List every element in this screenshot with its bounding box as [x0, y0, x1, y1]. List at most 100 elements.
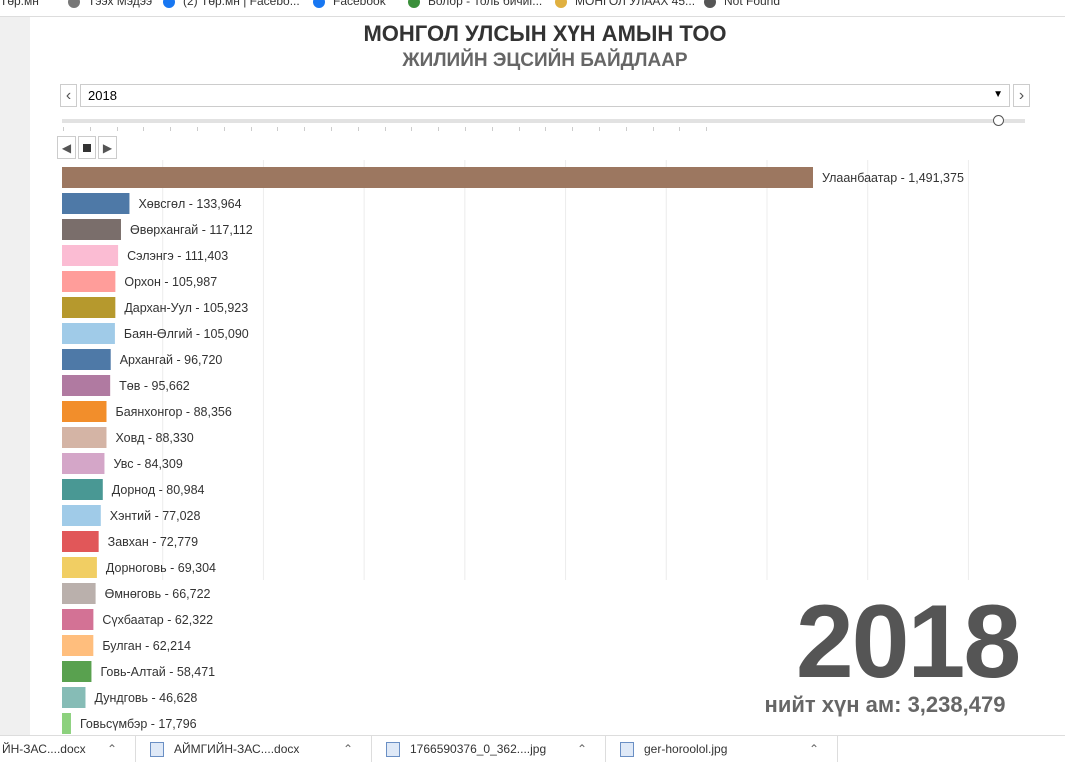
bar-label: Завхан - 72,779 — [108, 535, 198, 549]
bar-label: Дорноговь - 69,304 — [106, 561, 216, 575]
bar[interactable] — [62, 271, 116, 292]
bar[interactable] — [62, 193, 130, 214]
chevron-up-icon[interactable]: ⌃ — [808, 742, 819, 756]
step-back-button[interactable]: ◀ — [57, 136, 76, 159]
year-slider-track[interactable] — [62, 119, 1025, 123]
slider-tick — [63, 127, 64, 131]
bar-label: Төв - 95,662 — [119, 379, 190, 393]
bar[interactable] — [62, 167, 813, 188]
bar[interactable] — [62, 375, 111, 396]
bar[interactable] — [62, 453, 105, 474]
bar[interactable] — [62, 427, 107, 448]
slider-tick — [545, 127, 547, 131]
bar-label: Өмнөговь - 66,722 — [105, 587, 211, 601]
bar[interactable] — [62, 531, 99, 552]
stop-button[interactable] — [78, 136, 96, 159]
caret-down-icon: ▼ — [993, 89, 1003, 100]
bar-label: Дундговь - 46,628 — [94, 691, 197, 705]
bar-label: Өвөрхангай - 117,112 — [130, 223, 253, 237]
bar[interactable] — [62, 687, 86, 708]
bar-label: Архангай - 96,720 — [120, 353, 223, 367]
bookmark[interactable]: Not Found — [704, 0, 780, 8]
slider-tick — [197, 127, 198, 131]
bookmark-label: Not Found — [724, 0, 781, 8]
bookmark[interactable]: Төр.мн — [0, 0, 39, 8]
download-item[interactable]: ger-horoolol.jpg ⌃ — [606, 736, 838, 762]
slider-tick — [438, 127, 440, 131]
bar[interactable] — [62, 635, 94, 656]
population-bar-chart: Улаанбаатар - 1,491,375 Хөвсгөл - 133,964… — [62, 160, 969, 734]
chevron-up-icon[interactable]: ⌃ — [106, 742, 117, 756]
page-subtitle: ЖИЛИЙН ЭЦСИЙН БАЙДЛААР — [402, 50, 688, 71]
download-name: АЙМГИЙН-ЗАС....docx — [174, 742, 300, 756]
bar-label: Сүхбаатар - 62,322 — [102, 613, 213, 627]
slider-tick — [572, 127, 574, 131]
bookmark-label: Болор - Толь бичиг... — [428, 0, 543, 8]
step-forward-button[interactable]: ▶ — [98, 136, 117, 159]
bookmarks-bar: Төр.мн Тээх Мэдээ (2) Төр.мн | Facebo...… — [0, 0, 1065, 17]
next-year-button[interactable]: › — [1013, 84, 1030, 107]
bar[interactable] — [62, 323, 115, 344]
bar-label: Хөвсгөл - 133,964 — [138, 197, 241, 211]
slider-tick — [223, 127, 225, 131]
left-margin — [0, 17, 30, 735]
bookmark[interactable]: Болор - Толь бичиг... — [408, 0, 542, 8]
bar[interactable] — [62, 661, 92, 682]
bookmark-label: Facebook — [333, 0, 386, 8]
word-file-icon — [150, 741, 164, 757]
slider-tick — [143, 127, 145, 131]
slider-tick — [491, 127, 493, 131]
bar-label: Орхон - 105,987 — [124, 275, 217, 289]
download-item[interactable]: ЙН-ЗАС....docx ⌃ — [0, 736, 136, 762]
bar[interactable] — [62, 583, 96, 604]
bookmark-label: МОНГОЛ УЛААХ 45... — [575, 0, 696, 8]
bar[interactable] — [62, 713, 71, 734]
bookmark[interactable]: (2) Төр.мн | Facebo... — [163, 0, 300, 8]
prev-year-button[interactable]: ‹ — [60, 84, 77, 107]
stop-icon — [83, 143, 91, 152]
slider-tick — [411, 127, 413, 131]
slider-tick — [599, 127, 600, 131]
bookmark[interactable]: МОНГОЛ УЛААХ 45... — [555, 0, 695, 8]
bar[interactable] — [62, 557, 97, 578]
facebook-icon — [313, 0, 325, 8]
bar[interactable] — [62, 479, 103, 500]
slider-tick — [652, 127, 654, 131]
emblem-icon — [555, 0, 567, 8]
bar[interactable] — [62, 245, 119, 266]
download-item[interactable]: 1766590376_0_362....jpg ⌃ — [372, 736, 606, 762]
slider-tick — [625, 127, 627, 131]
slider-tick — [357, 127, 359, 131]
bar-label: Говь-Алтай - 58,471 — [100, 665, 215, 679]
bar[interactable] — [62, 401, 107, 422]
bar-label: Дорнод - 80,984 — [112, 483, 205, 497]
slider-tick — [384, 127, 386, 131]
bar-label: Говьсүмбэр - 17,796 — [80, 717, 197, 731]
chevron-up-icon[interactable]: ⌃ — [342, 742, 353, 756]
year-select[interactable]: 2018 ▼ — [80, 84, 1010, 107]
bookmark[interactable]: Facebook — [313, 0, 386, 8]
slider-tick — [304, 127, 306, 131]
triangle-right-icon: ▶ — [102, 140, 113, 155]
image-file-icon — [620, 741, 634, 757]
bar[interactable] — [62, 297, 116, 318]
chevron-left-icon: ‹ — [65, 86, 72, 104]
download-item[interactable]: АЙМГИЙН-ЗАС....docx ⌃ — [136, 736, 372, 762]
bar-label: Дархан-Уул - 105,923 — [124, 301, 248, 315]
facebook-icon — [163, 0, 175, 8]
slider-tick — [679, 127, 681, 131]
bookmark[interactable]: Тээх Мэдээ — [68, 0, 152, 8]
download-name: 1766590376_0_362....jpg — [410, 742, 547, 756]
total-population: нийт хүн ам: 3,238,479 — [764, 692, 1006, 717]
bar[interactable] — [62, 349, 111, 370]
slider-tick — [706, 127, 708, 131]
slider-tick — [89, 127, 91, 131]
bar[interactable] — [62, 505, 101, 526]
chevron-right-icon: › — [1018, 86, 1025, 104]
slider-tick — [250, 127, 252, 131]
year-slider-handle[interactable] — [993, 115, 1004, 126]
bar[interactable] — [62, 609, 94, 630]
bar-label: Сэлэнгэ - 111,403 — [127, 249, 228, 263]
bar[interactable] — [62, 219, 121, 240]
chevron-up-icon[interactable]: ⌃ — [576, 742, 587, 756]
